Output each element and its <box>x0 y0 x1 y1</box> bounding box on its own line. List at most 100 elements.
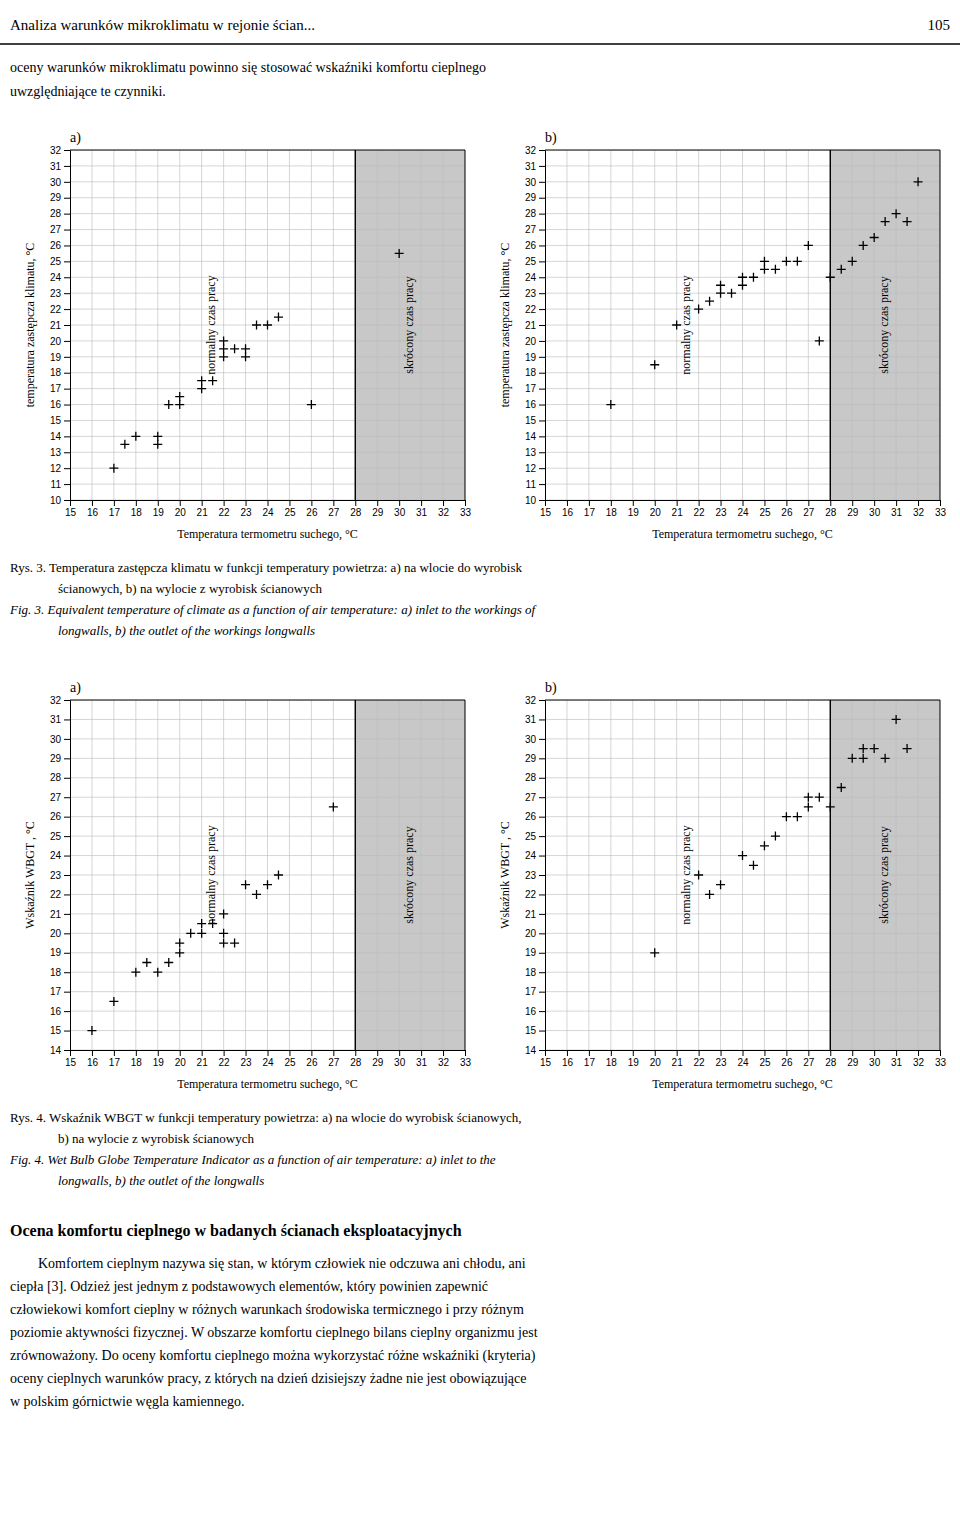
y-tick-mark <box>64 797 70 798</box>
x-tick-label: 18 <box>606 507 618 518</box>
y-tick-mark <box>539 198 545 199</box>
y-tick: 18 <box>525 967 545 978</box>
point <box>848 257 857 266</box>
x-tick-label: 20 <box>650 1057 662 1068</box>
y-tick-mark <box>539 953 545 954</box>
x-tick: 29 <box>847 500 859 518</box>
x-tick-mark <box>224 500 225 506</box>
x-tick-label: 30 <box>394 507 406 518</box>
y-grid-line <box>545 952 940 953</box>
y-tick: 31 <box>50 714 70 725</box>
x-tick: 31 <box>891 1050 903 1068</box>
x-tick-label: 21 <box>672 507 684 518</box>
y-tick-label: 30 <box>525 734 537 745</box>
y-grid-line <box>70 500 465 501</box>
point <box>705 297 714 306</box>
x-tick-mark <box>896 500 897 506</box>
x-tick-mark <box>633 500 634 506</box>
y-axis: 14151617181920212223242526272829303132 <box>50 695 71 1056</box>
y-tick-mark <box>64 1050 70 1051</box>
intro-line: oceny warunków mikroklimatu powinno się … <box>10 60 486 75</box>
x-tick-label: 15 <box>65 507 77 518</box>
x-tick-mark <box>311 500 312 506</box>
y-tick: 24 <box>50 272 70 283</box>
y-tick: 22 <box>525 304 545 315</box>
x-tick-label: 27 <box>803 1057 815 1068</box>
x-tick-label: 16 <box>562 1057 574 1068</box>
point <box>219 929 228 938</box>
y-tick: 11 <box>51 479 70 490</box>
y-tick-label: 22 <box>50 889 62 900</box>
x-tick: 19 <box>628 1050 640 1068</box>
x-tick-label: 27 <box>803 507 815 518</box>
x-tick: 20 <box>650 1050 662 1068</box>
y-grid-line <box>545 797 940 798</box>
y-tick: 24 <box>50 850 70 861</box>
x-grid-line <box>465 700 466 1050</box>
y-tick-label: 24 <box>525 272 537 283</box>
x-tick-mark <box>743 1050 744 1056</box>
region-boundary <box>830 700 831 1050</box>
point <box>197 929 206 938</box>
x-grid-line <box>465 150 466 500</box>
y-tick-mark <box>64 739 70 740</box>
x-tick-mark <box>421 1050 422 1056</box>
x-tick-label: 22 <box>694 507 706 518</box>
y-tick: 30 <box>50 177 70 188</box>
x-tick-mark <box>655 1050 656 1056</box>
x-tick: 15 <box>540 500 552 518</box>
x-tick-label: 21 <box>197 507 209 518</box>
caption-line: b) na wylocie z wyrobisk ścianowych <box>58 1131 255 1146</box>
body-line: zrównoważony. Do oceny komfortu cieplneg… <box>10 1348 536 1364</box>
x-tick: 17 <box>584 500 596 518</box>
point <box>716 281 725 290</box>
x-tick-label: 26 <box>306 507 318 518</box>
y-tick: 13 <box>525 447 545 458</box>
x-tick-mark <box>114 500 115 506</box>
y-grid-line <box>70 933 465 934</box>
point <box>241 352 250 361</box>
x-tick-label: 25 <box>284 507 296 518</box>
y-grid-line <box>70 420 465 421</box>
x-tick-mark <box>311 1050 312 1056</box>
y-tick: 29 <box>50 192 70 203</box>
y-tick-label: 20 <box>525 336 537 347</box>
region-label: skrócony czas pracy <box>402 826 416 923</box>
y-tick: 30 <box>50 734 70 745</box>
y-grid-line <box>545 452 940 453</box>
intro-line: uwzględniające te czynniki. <box>10 84 166 99</box>
y-tick-mark <box>539 914 545 915</box>
point <box>252 321 261 330</box>
x-tick: 22 <box>694 500 706 518</box>
y-grid-line <box>545 165 940 166</box>
x-tick-mark <box>158 1050 159 1056</box>
x-tick: 15 <box>65 1050 77 1068</box>
x-grid-line <box>940 150 941 500</box>
y-grid-line <box>545 261 940 262</box>
point <box>804 241 813 250</box>
x-tick-label: 24 <box>262 507 274 518</box>
x-tick-label: 20 <box>175 1057 187 1068</box>
y-grid-line <box>70 436 465 437</box>
y-tick: 12 <box>50 463 70 474</box>
x-tick-mark <box>918 1050 919 1056</box>
y-tick: 16 <box>50 1006 70 1017</box>
x-tick: 31 <box>416 1050 428 1068</box>
body-line: człowiekowi komfort cieplny w różnych wa… <box>10 1302 524 1317</box>
y-tick: 22 <box>50 304 70 315</box>
x-tick: 33 <box>935 500 947 518</box>
x-tick-label: 22 <box>694 1057 706 1068</box>
y-tick: 17 <box>50 383 70 394</box>
x-grid-line <box>940 700 941 1050</box>
x-tick-mark <box>114 1050 115 1056</box>
x-grid-line <box>830 150 831 500</box>
y-grid-line <box>545 229 940 230</box>
y-tick-mark <box>64 933 70 934</box>
x-tick-label: 19 <box>153 1057 165 1068</box>
y-tick: 13 <box>50 447 70 458</box>
y-tick: 24 <box>525 272 545 283</box>
chart-panel: 1516171819202122232425262728293031323314… <box>23 680 471 1091</box>
x-tick: 26 <box>781 500 793 518</box>
x-tick-label: 17 <box>584 1057 596 1068</box>
x-tick-mark <box>377 500 378 506</box>
